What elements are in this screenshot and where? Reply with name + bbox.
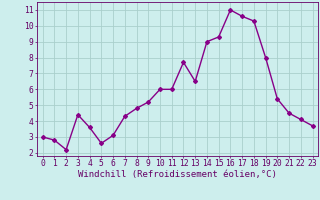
X-axis label: Windchill (Refroidissement éolien,°C): Windchill (Refroidissement éolien,°C)	[78, 170, 277, 179]
